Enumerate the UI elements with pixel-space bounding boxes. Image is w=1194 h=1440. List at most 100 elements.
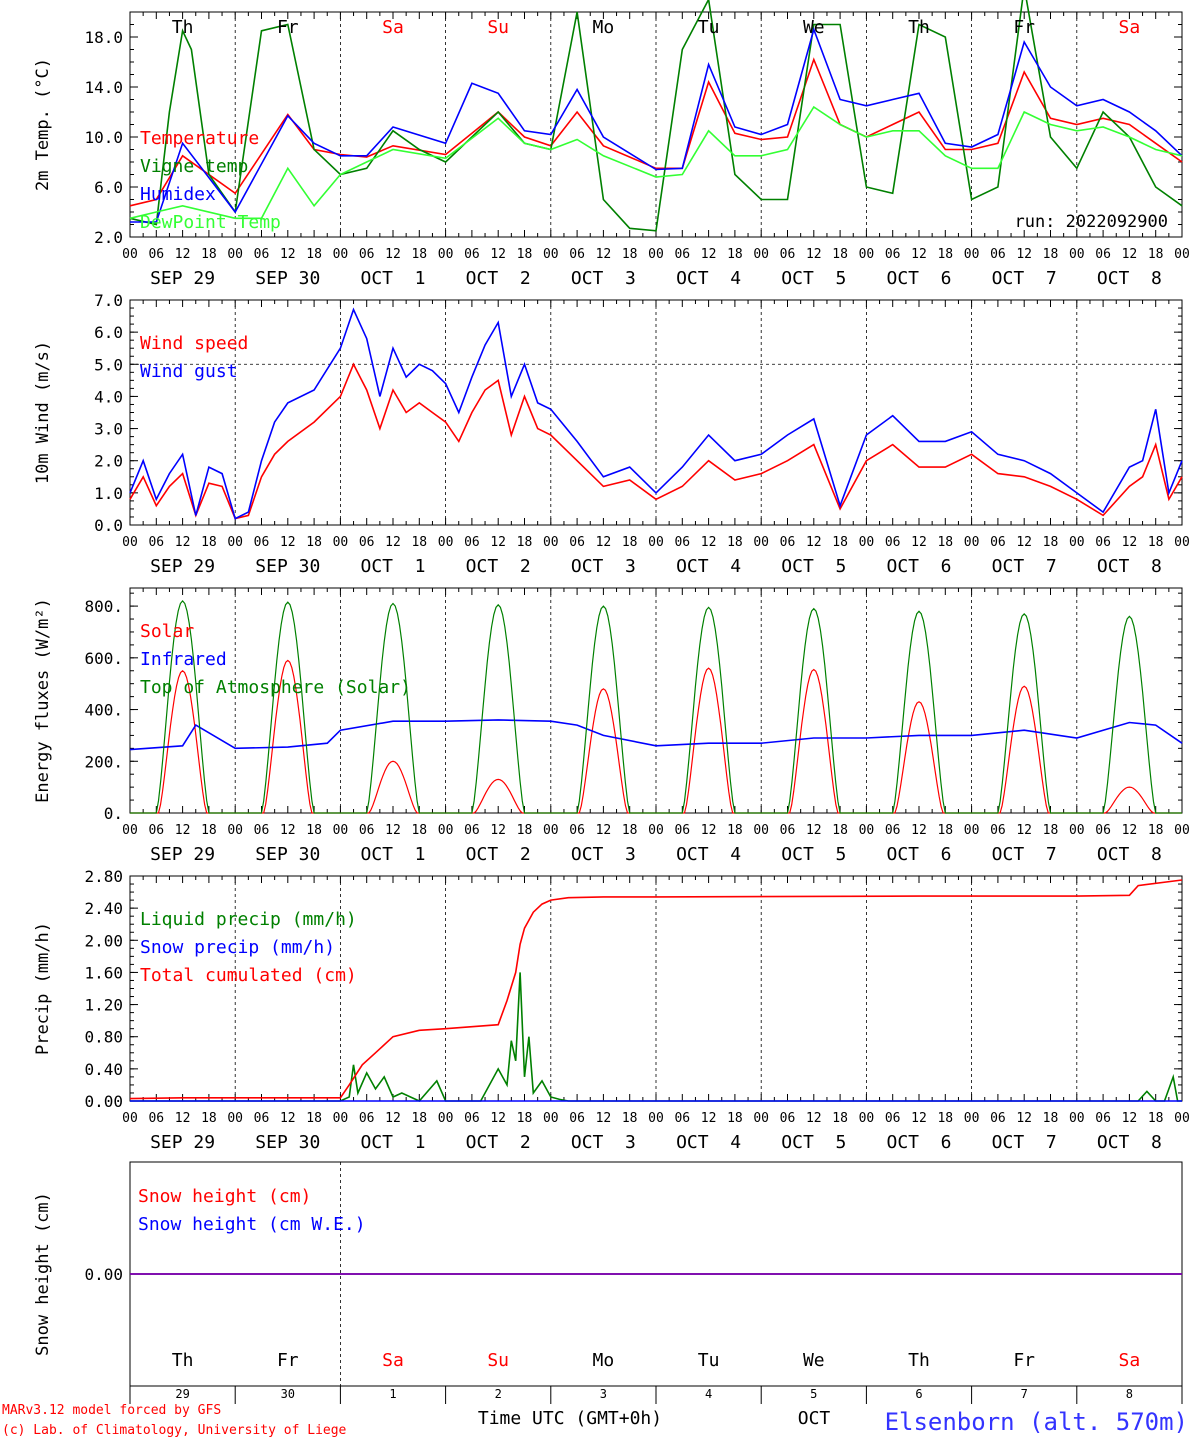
energy-hour-label: 12	[701, 823, 717, 838]
temperature-series-vigne-temp	[129, 0, 1183, 232]
temperature-hour-label: 18	[622, 247, 638, 262]
precip-series-total-cumulated-cm	[129, 879, 1183, 1100]
precip-hour-label: 00	[438, 1111, 454, 1126]
precip-hour-label: 06	[148, 1111, 164, 1126]
energy-y-tick-label: 800.	[84, 597, 123, 616]
energy-legend-entry: Solar	[140, 621, 194, 642]
credit-line-1: MARv3.12 model forced by GFS	[2, 1403, 221, 1418]
snow-day-number: 2	[495, 1387, 502, 1401]
energy-date-label: OCT 3	[571, 844, 636, 865]
snow-weekday-label: Sa	[1119, 1350, 1141, 1371]
snow-day-number: 5	[810, 1387, 817, 1401]
energy-hour-label: 00	[543, 823, 559, 838]
temperature-date-label: OCT 4	[676, 268, 741, 289]
energy-date-label: OCT 1	[360, 844, 425, 865]
temperature-weekday-label: Su	[487, 17, 509, 38]
energy-y-tick-label: 0.	[104, 804, 123, 823]
temperature-date-label: OCT 3	[571, 268, 636, 289]
energy-hour-label: 12	[596, 823, 612, 838]
energy-hour-label: 00	[648, 823, 664, 838]
wind-date-label: SEP 29	[150, 556, 215, 577]
precip-date-label: SEP 30	[255, 1132, 320, 1153]
temperature-y-tick-label: 6.0	[94, 178, 123, 197]
wind-y-tick-label: 6.0	[94, 323, 123, 342]
wind-date-label: OCT 1	[360, 556, 425, 577]
month-label: OCT	[798, 1408, 831, 1429]
temperature-legend-entry: Vigne temp	[140, 156, 248, 177]
snow-weekday-label: Tu	[698, 1350, 720, 1371]
energy-date-label: OCT 5	[781, 844, 846, 865]
temperature-hour-label: 06	[780, 247, 796, 262]
wind-hour-label: 06	[464, 535, 480, 550]
energy-hour-label: 00	[1174, 823, 1190, 838]
temperature-hour-label: 18	[1043, 247, 1059, 262]
temperature-series-humidex	[130, 26, 1183, 223]
precip-y-tick-label: 0.00	[84, 1092, 123, 1111]
temperature-hour-label: 06	[569, 247, 585, 262]
energy-hour-label: 06	[464, 823, 480, 838]
snow-day-number: 1	[389, 1387, 396, 1401]
precip-hour-label: 18	[1043, 1111, 1059, 1126]
temperature-y-tick-label: 10.0	[84, 128, 123, 147]
wind-frame	[129, 299, 1183, 526]
precip-hour-label: 12	[596, 1111, 612, 1126]
energy-hour-label: 18	[622, 823, 638, 838]
wind-y-tick-label: 2.0	[94, 452, 123, 471]
temperature-hour-label: 12	[1122, 247, 1138, 262]
wind-y-tick-label: 5.0	[94, 355, 123, 374]
precip-hour-label: 06	[885, 1111, 901, 1126]
snow-weekday-label: Th	[908, 1350, 930, 1371]
precip-hour-label: 00	[122, 1111, 138, 1126]
wind-hour-label: 00	[438, 535, 454, 550]
precip-hour-label: 00	[1174, 1111, 1190, 1126]
temperature-date-label: OCT 8	[1097, 268, 1162, 289]
energy-hour-label: 18	[937, 823, 953, 838]
precip-date-label: OCT 6	[886, 1132, 951, 1153]
precip-date-label: OCT 1	[360, 1132, 425, 1153]
energy-date-label: SEP 30	[255, 844, 320, 865]
precip-hour-label: 18	[937, 1111, 953, 1126]
precip-hour-label: 12	[175, 1111, 191, 1126]
energy-hour-label: 18	[1148, 823, 1164, 838]
precip-hour-label: 00	[333, 1111, 349, 1126]
energy-hour-label: 06	[885, 823, 901, 838]
wind-hour-label: 18	[1043, 535, 1059, 550]
wind-hour-label: 00	[964, 535, 980, 550]
temperature-hour-label: 12	[280, 247, 296, 262]
temperature-legend-entry: Temperature	[140, 128, 259, 149]
precip-legend-entry: Snow precip (mm/h)	[140, 937, 335, 958]
temperature-hour-label: 06	[254, 247, 270, 262]
temperature-weekday-label: Sa	[1119, 17, 1141, 38]
wind-y-axis-label: 10m Wind (m/s)	[33, 341, 53, 484]
temperature-weekday-label: Th	[908, 17, 930, 38]
energy-frame	[129, 587, 1183, 814]
precip-y-tick-label: 0.40	[84, 1060, 123, 1079]
wind-hour-label: 12	[490, 535, 506, 550]
wind-hour-label: 12	[1122, 535, 1138, 550]
temperature-date-label: SEP 29	[150, 268, 215, 289]
wind-date-label: OCT 2	[466, 556, 531, 577]
time-axis-title: Time UTC (GMT+0h)	[478, 1408, 662, 1429]
precip-series-liquid-precip-mm-h	[130, 972, 1182, 1102]
energy-panel: 0. 200. 400. 600. 800. Energy fluxes (W/m²) So…	[33, 587, 1190, 865]
energy-hour-label: 12	[385, 823, 401, 838]
precip-hour-label: 06	[780, 1111, 796, 1126]
energy-series-infrared	[129, 719, 1183, 751]
precip-hour-label: 18	[411, 1111, 427, 1126]
precip-hour-label: 00	[1069, 1111, 1085, 1126]
snow-legend-entry: Snow height (cm W.E.)	[138, 1214, 366, 1235]
wind-hour-label: 12	[701, 535, 717, 550]
temperature-panel: 2.0 6.0 10.0 14.0 18.0 2m Temp. (°C) Temperatu…	[33, 0, 1190, 289]
temperature-y-tick-label: 14.0	[84, 78, 123, 97]
snow-weekday-label: Fr	[277, 1350, 299, 1371]
energy-y-axis-label: Energy fluxes (W/m²)	[33, 598, 53, 803]
wind-hour-label: 12	[280, 535, 296, 550]
wind-date-label: OCT 8	[1097, 556, 1162, 577]
temperature-hour-label: 18	[832, 247, 848, 262]
temperature-hour-label: 12	[806, 247, 822, 262]
wind-legend-entry: Wind gust	[140, 361, 238, 382]
temperature-hour-label: 12	[911, 247, 927, 262]
energy-hour-label: 00	[1069, 823, 1085, 838]
wind-hour-label: 18	[727, 535, 743, 550]
snow-weekday-label: Fr	[1013, 1350, 1035, 1371]
